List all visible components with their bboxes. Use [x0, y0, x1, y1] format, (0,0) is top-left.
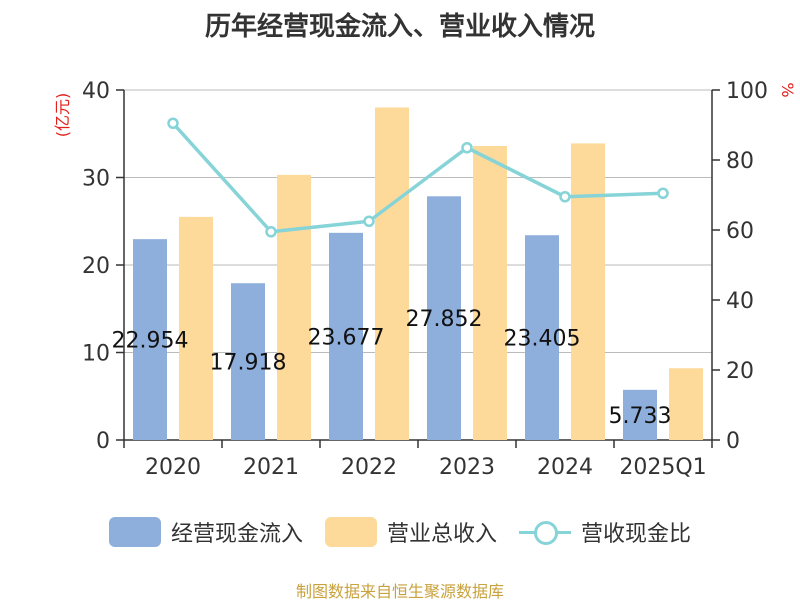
point-ratio: [265, 226, 277, 238]
point-ratio: [559, 191, 571, 203]
x-tick-label: 2021: [243, 455, 299, 480]
data-label-cash-inflow: 17.918: [210, 351, 287, 376]
bar-cash-inflow: [427, 196, 461, 440]
bar-cash-inflow: [525, 235, 559, 440]
bar-revenue: [571, 143, 605, 440]
bar-revenue: [473, 146, 507, 440]
y-left-axis-label: (亿元): [53, 93, 72, 138]
data-label-cash-inflow: 23.405: [504, 327, 581, 352]
y-right-tick-label: 20: [726, 359, 754, 384]
bar-cash-inflow: [231, 283, 265, 440]
data-label-cash-inflow: 27.852: [406, 307, 483, 332]
x-tick-label: 2022: [341, 455, 397, 480]
bar-cash-inflow: [329, 232, 363, 440]
legend-swatch-revenue: [324, 517, 377, 547]
point-ratio: [363, 215, 375, 227]
legend-label-revenue: 营业总收入: [386, 522, 497, 547]
source-note: 制图数据来自恒生聚源数据库: [295, 582, 504, 601]
y-right-tick-label: 40: [726, 289, 754, 314]
legend-swatch-cash-inflow: [108, 517, 161, 547]
legend-label-ratio: 营收现金比: [581, 522, 692, 547]
y-left-tick-label: 30: [82, 167, 110, 192]
y-left-tick-label: 20: [82, 254, 110, 279]
bar-revenue: [277, 174, 311, 440]
point-ratio: [657, 187, 669, 199]
x-tick-label: 2025Q1: [619, 455, 706, 480]
y-left-tick-label: 40: [82, 79, 110, 104]
x-tick-label: 2023: [439, 455, 495, 480]
data-label-cash-inflow: 22.954: [112, 329, 189, 354]
legend-item-cash-inflow[interactable]: 经营现金流入: [108, 516, 303, 548]
legend-swatch-ratio: [519, 517, 571, 547]
legend-label-cash-inflow: 经营现金流入: [170, 522, 303, 547]
legend-item-ratio[interactable]: 营收现金比: [519, 516, 691, 548]
bar-cash-inflow: [133, 239, 167, 440]
bar-revenue: [179, 216, 213, 440]
chart-title: 历年经营现金流入、营业收入情况: [204, 12, 595, 42]
y-right-tick-label: 0: [726, 429, 740, 454]
point-ratio: [461, 142, 473, 154]
y-right-tick-label: 80: [726, 149, 754, 174]
y-right-axis-label: %: [778, 82, 797, 97]
y-left-tick-label: 0: [96, 429, 110, 454]
bar-revenue: [669, 368, 703, 440]
y-right-tick-label: 60: [726, 219, 754, 244]
bar-cash-inflow: [623, 389, 657, 440]
legend: 经营现金流入 营业总收入 营收现金比: [0, 516, 800, 548]
legend-item-revenue[interactable]: 营业总收入: [324, 516, 497, 548]
data-label-cash-inflow: 23.677: [308, 325, 385, 350]
bar-revenue: [375, 107, 409, 440]
x-tick-label: 2024: [537, 455, 593, 480]
line-ratio: [171, 122, 664, 234]
y-right-tick-label: 100: [726, 79, 768, 104]
x-tick-label: 2020: [145, 455, 201, 480]
point-ratio: [167, 117, 179, 129]
y-left-tick-label: 10: [82, 342, 110, 367]
data-label-cash-inflow: 5.733: [609, 404, 672, 429]
